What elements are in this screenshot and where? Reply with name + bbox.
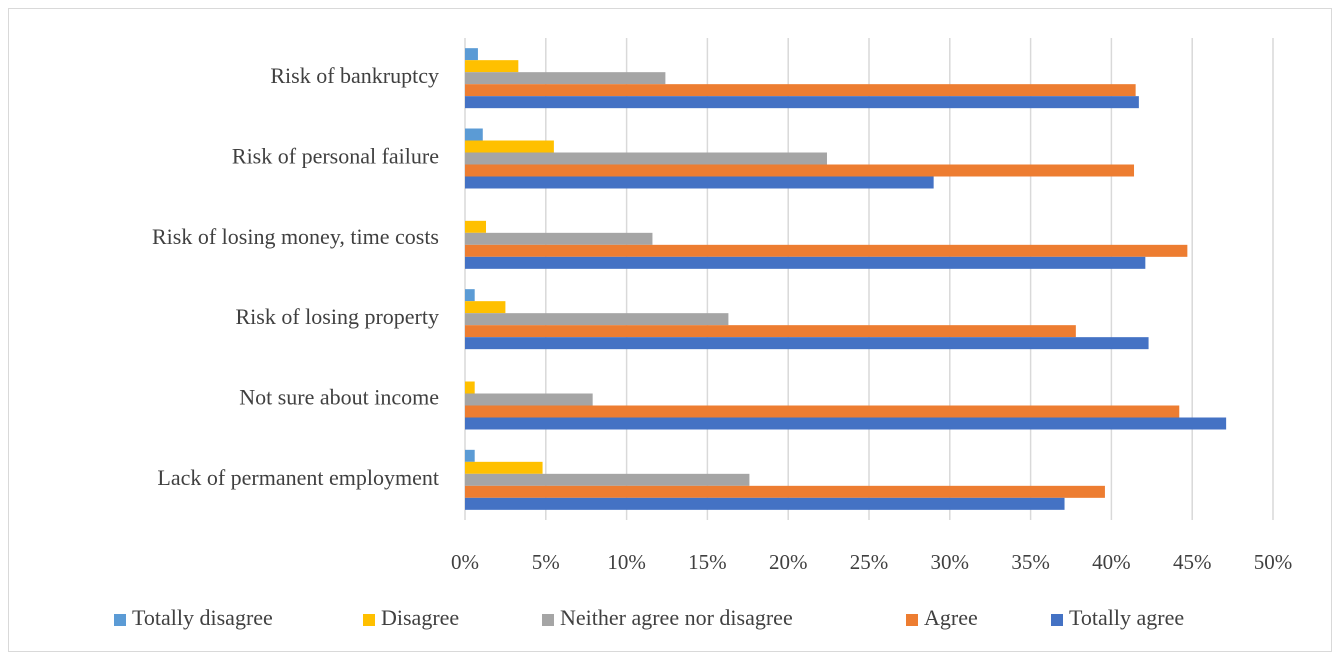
legend-swatch — [542, 614, 554, 626]
bar — [465, 289, 475, 302]
legend-swatch — [363, 614, 375, 626]
bar — [465, 60, 519, 73]
y-tick-label: Risk of bankruptcy — [270, 63, 439, 88]
bar — [465, 405, 1180, 418]
x-tick-label: 30% — [931, 550, 970, 574]
legend-label: Agree — [924, 605, 978, 630]
bar — [465, 140, 554, 153]
bar — [465, 497, 1065, 510]
x-tick-label: 45% — [1173, 550, 1212, 574]
x-tick-label: 10% — [607, 550, 646, 574]
x-tick-label: 50% — [1254, 550, 1293, 574]
bar — [465, 164, 1135, 177]
x-tick-label: 5% — [532, 550, 560, 574]
bar — [465, 313, 729, 326]
bar — [465, 48, 478, 61]
x-tick-label: 20% — [769, 550, 808, 574]
bar — [465, 72, 666, 85]
bar — [465, 96, 1139, 109]
x-tick-label: 25% — [850, 550, 889, 574]
legend-swatch — [1051, 614, 1063, 626]
bar — [465, 485, 1105, 498]
bar — [465, 152, 827, 165]
bar — [465, 220, 487, 233]
x-tick-label: 0% — [451, 550, 479, 574]
bar — [465, 244, 1188, 257]
y-tick-label: Risk of losing money, time costs — [152, 224, 439, 249]
y-tick-label: Risk of personal failure — [232, 144, 439, 169]
legend-label: Totally disagree — [132, 605, 273, 630]
bar — [465, 473, 750, 486]
bar — [465, 84, 1136, 97]
bar — [465, 325, 1076, 338]
x-tick-label: 15% — [688, 550, 727, 574]
bar — [465, 256, 1146, 269]
y-tick-label: Not sure about income — [239, 385, 439, 410]
bar — [465, 393, 593, 406]
x-tick-label: 35% — [1011, 550, 1050, 574]
bar — [465, 337, 1149, 350]
legend-label: Neither agree nor disagree — [560, 605, 793, 630]
bar — [465, 232, 653, 245]
y-tick-label: Risk of losing property — [236, 304, 440, 329]
bar — [465, 381, 475, 394]
bar — [465, 128, 483, 141]
legend-label: Totally agree — [1069, 605, 1184, 630]
bar — [465, 461, 543, 474]
legend-swatch — [906, 614, 918, 626]
legend-label: Disagree — [381, 605, 459, 630]
bar — [465, 301, 506, 314]
legend-swatch — [114, 614, 126, 626]
bar — [465, 417, 1227, 430]
y-tick-label: Lack of permanent employment — [157, 465, 439, 490]
x-tick-label: 40% — [1092, 550, 1131, 574]
bar — [465, 449, 475, 462]
bar — [465, 176, 934, 189]
